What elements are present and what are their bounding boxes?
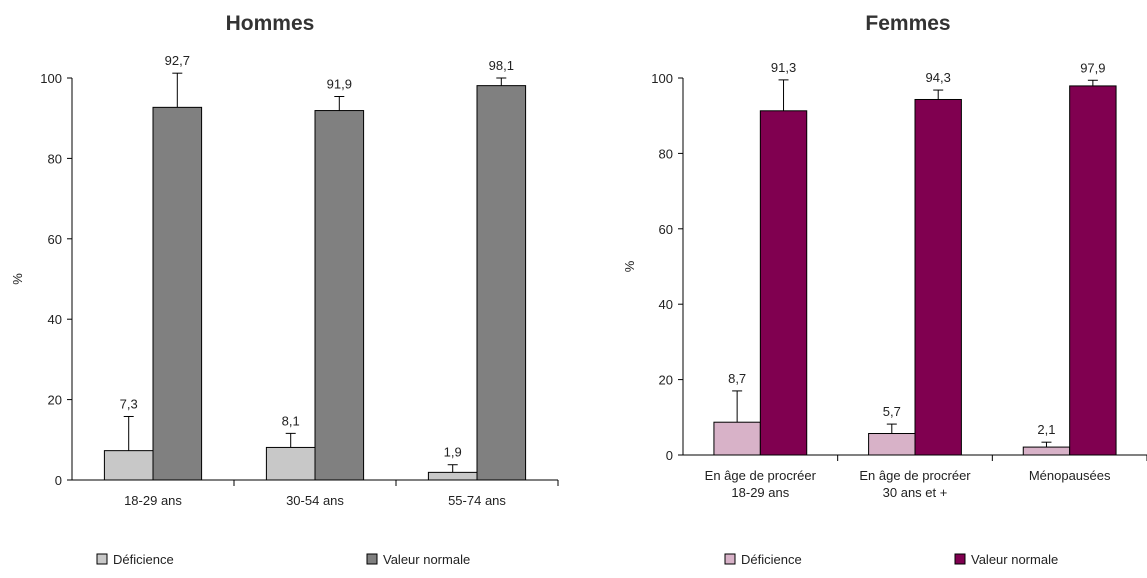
legend-swatch-valeur-normale [366,553,378,565]
y-tick-label: 0 [666,448,673,463]
data-label: 91,9 [327,76,352,91]
y-tick-label: 100 [40,71,62,86]
chart-panel-0: Hommes% 0 20 40 60 80 100 18-29 ans 7,3 92,7 30-54… [10,12,559,567]
legend-label-deficience: Déficience [113,552,174,567]
data-label: 8,7 [728,371,746,386]
chart-title: Femmes [865,12,950,35]
legend-swatch-valeur-normale [954,553,966,565]
y-tick-label: 40 [48,312,62,327]
x-category-label: Ménopausées [1029,468,1111,483]
bar-valeur-normale [152,106,203,481]
data-label: 92,7 [165,53,190,68]
y-tick-label: 40 [659,297,673,312]
chart-panel-1: Femmes% 0 20 40 60 80 100 En âge de procréer 18-… [622,12,1147,567]
legend-label-valeur-normale: Valeur normale [971,552,1058,567]
y-tick-label: 80 [659,146,673,161]
x-category-label: 30-54 ans [286,493,344,508]
y-tick-label: 80 [48,151,62,166]
bar-deficience [1022,446,1071,456]
data-label: 8,1 [282,413,300,428]
bar-valeur-normale [914,98,962,456]
bar-deficience [265,446,316,481]
data-label: 98,1 [489,58,514,73]
data-label: 7,3 [120,396,138,411]
y-tick-label: 100 [651,71,673,86]
bar-deficience [713,421,761,456]
bar-deficience [868,433,916,456]
legend-label-deficience: Déficience [741,552,802,567]
legend-swatch-deficience [96,553,108,565]
y-tick-label: 0 [55,473,62,488]
x-category-label: 55-74 ans [448,493,506,508]
y-tick-label: 60 [659,222,673,237]
x-category-label: En âge de procréer 30 ans et + [859,468,971,500]
y-tick-label: 20 [659,373,673,388]
data-label: 97,9 [1080,60,1105,75]
chart-title: Hommes [226,12,315,35]
data-label: 91,3 [771,60,796,75]
y-axis-label: % [622,260,637,272]
x-category-label: 18-29 ans [124,493,182,508]
y-tick-label: 20 [48,393,62,408]
data-label: 1,9 [444,445,462,460]
data-label: 94,3 [926,70,951,85]
bar-valeur-normale [759,110,808,456]
bar-deficience [427,471,478,481]
y-tick-label: 60 [48,232,62,247]
data-label: 2,1 [1037,422,1055,437]
bar-valeur-normale [476,85,527,481]
y-axis-label: % [10,273,25,285]
bar-valeur-normale [1069,85,1117,456]
bar-deficience [103,450,154,481]
legend-label-valeur-normale: Valeur normale [383,552,470,567]
bar-valeur-normale [314,110,365,481]
x-category-label: En âge de procréer 18-29 ans [705,468,817,500]
legend-swatch-deficience [724,553,736,565]
data-label: 5,7 [883,404,901,419]
